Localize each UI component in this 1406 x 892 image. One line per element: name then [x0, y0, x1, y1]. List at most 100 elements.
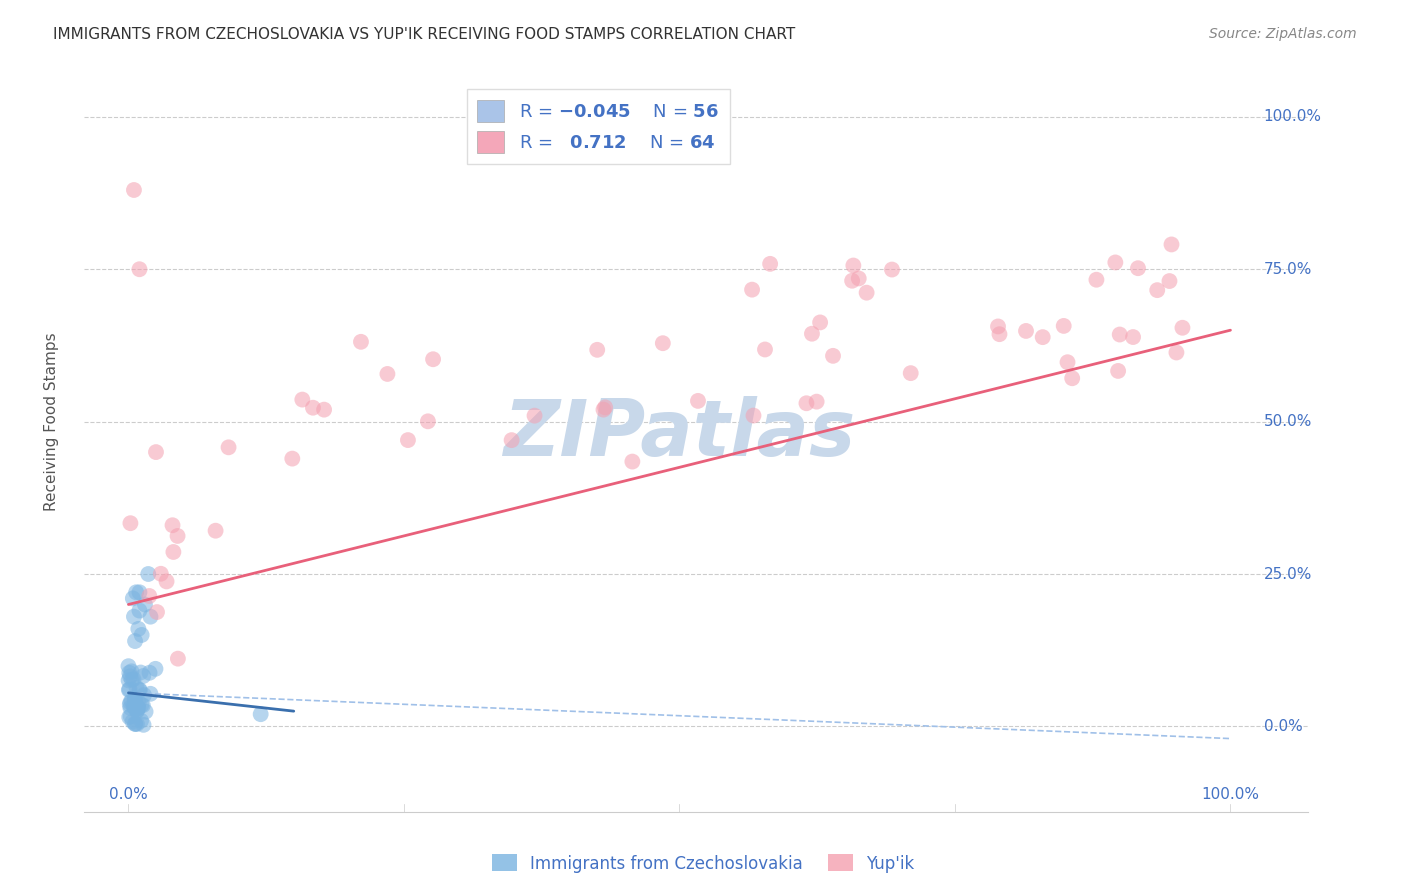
- Legend: Immigrants from Czechoslovakia, Yup'ik: Immigrants from Czechoslovakia, Yup'ik: [485, 847, 921, 880]
- Point: [135, 705, 157, 719]
- Point: [855, 285, 877, 300]
- Point: [124, 634, 146, 648]
- Point: [134, 598, 156, 612]
- Text: 25.0%: 25.0%: [1264, 566, 1312, 582]
- Point: [806, 394, 828, 409]
- Text: Receiving Food Stamps: Receiving Food Stamps: [44, 333, 59, 511]
- Point: [302, 401, 325, 415]
- Point: [291, 392, 314, 407]
- Point: [821, 349, 844, 363]
- Point: [128, 683, 150, 698]
- Legend: R = $\mathbf{-0.045}$    N = $\mathbf{56}$, R =   $\mathbf{0.712}$    N = $\math: R = $\mathbf{-0.045}$ N = $\mathbf{56}$,…: [467, 89, 730, 164]
- Point: [121, 714, 143, 729]
- Point: [129, 714, 152, 728]
- Point: [124, 701, 146, 715]
- Point: [127, 622, 149, 636]
- Point: [218, 440, 240, 454]
- Point: [138, 589, 160, 603]
- Point: [796, 396, 818, 410]
- Point: [124, 699, 146, 714]
- Point: [145, 445, 167, 459]
- Point: [1160, 237, 1182, 252]
- Point: [117, 673, 139, 688]
- Point: [162, 518, 184, 533]
- Point: [686, 393, 709, 408]
- Point: [145, 662, 167, 676]
- Point: [162, 545, 184, 559]
- Point: [136, 567, 159, 582]
- Point: [127, 700, 149, 714]
- Point: [880, 262, 903, 277]
- Point: [1053, 318, 1076, 333]
- Point: [122, 183, 145, 197]
- Point: [120, 696, 142, 710]
- Point: [118, 698, 141, 712]
- Point: [1126, 261, 1149, 276]
- Point: [166, 529, 188, 543]
- Point: [350, 334, 373, 349]
- Point: [129, 665, 152, 680]
- Point: [1122, 330, 1144, 344]
- Point: [125, 717, 148, 731]
- Point: [118, 710, 141, 724]
- Point: [118, 665, 141, 680]
- Point: [121, 694, 143, 708]
- Point: [741, 283, 763, 297]
- Point: [742, 409, 765, 423]
- Text: Source: ZipAtlas.com: Source: ZipAtlas.com: [1209, 27, 1357, 41]
- Point: [122, 672, 145, 686]
- Point: [117, 659, 139, 673]
- Text: 75.0%: 75.0%: [1264, 261, 1312, 277]
- Point: [139, 687, 162, 701]
- Point: [131, 628, 153, 642]
- Text: IMMIGRANTS FROM CZECHOSLOVAKIA VS YUP'IK RECEIVING FOOD STAMPS CORRELATION CHART: IMMIGRANTS FROM CZECHOSLOVAKIA VS YUP'IK…: [53, 27, 796, 42]
- Point: [1032, 330, 1054, 344]
- Point: [125, 681, 148, 695]
- Point: [128, 603, 150, 617]
- Point: [592, 402, 614, 417]
- Point: [841, 274, 863, 288]
- Point: [1107, 364, 1129, 378]
- Point: [1085, 273, 1108, 287]
- Point: [120, 669, 142, 683]
- Point: [1159, 274, 1181, 288]
- Point: [1056, 355, 1078, 369]
- Point: [120, 709, 142, 723]
- Point: [131, 698, 153, 712]
- Point: [759, 257, 782, 271]
- Point: [1146, 283, 1168, 297]
- Text: 50.0%: 50.0%: [1264, 414, 1312, 429]
- Point: [167, 651, 190, 665]
- Point: [204, 524, 226, 538]
- Text: 100.0%: 100.0%: [1264, 110, 1322, 124]
- Point: [988, 327, 1011, 342]
- Point: [1062, 371, 1084, 385]
- Point: [127, 700, 149, 714]
- Point: [124, 717, 146, 731]
- Point: [146, 605, 169, 619]
- Point: [314, 402, 336, 417]
- Point: [1104, 255, 1126, 269]
- Point: [125, 585, 148, 599]
- Point: [120, 701, 142, 715]
- Point: [586, 343, 609, 357]
- Point: [132, 718, 155, 732]
- Point: [800, 326, 823, 341]
- Point: [281, 451, 304, 466]
- Point: [124, 693, 146, 707]
- Point: [848, 271, 870, 285]
- Point: [122, 609, 145, 624]
- Point: [120, 516, 142, 531]
- Point: [501, 433, 523, 447]
- Point: [155, 574, 177, 589]
- Point: [1166, 345, 1188, 359]
- Point: [842, 259, 865, 273]
- Point: [128, 683, 150, 698]
- Point: [651, 336, 673, 351]
- Point: [128, 585, 150, 599]
- Text: 100.0%: 100.0%: [1202, 788, 1260, 802]
- Point: [132, 688, 155, 702]
- Text: 0.0%: 0.0%: [110, 788, 148, 802]
- Point: [987, 319, 1010, 334]
- Point: [900, 366, 922, 380]
